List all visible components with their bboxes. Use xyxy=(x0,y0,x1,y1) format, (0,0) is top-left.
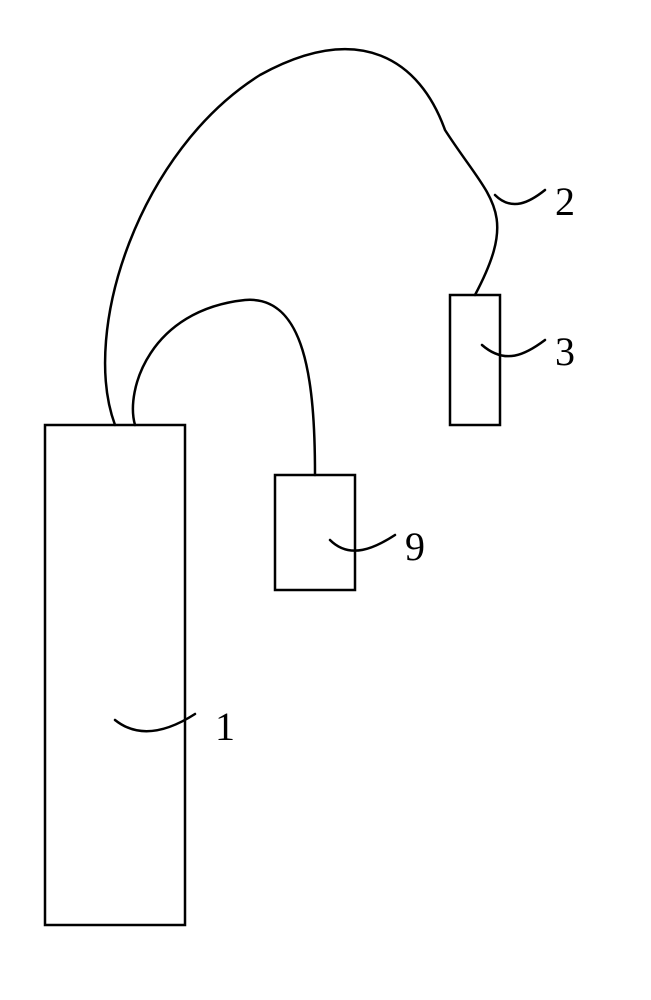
label-3: 3 xyxy=(555,329,575,374)
callout-tick-2 xyxy=(495,190,545,204)
wire-2 xyxy=(105,49,497,425)
wire-9 xyxy=(133,300,315,475)
callout-tick-3 xyxy=(482,340,545,356)
label-2: 2 xyxy=(555,179,575,224)
block-1 xyxy=(45,425,185,925)
block-9 xyxy=(275,475,355,590)
label-9: 9 xyxy=(405,524,425,569)
label-1: 1 xyxy=(215,704,235,749)
callout-tick-9 xyxy=(330,535,395,551)
diagram-canvas: 1 2 3 9 xyxy=(0,0,651,1000)
block-3 xyxy=(450,295,500,425)
callout-tick-1 xyxy=(115,714,195,731)
